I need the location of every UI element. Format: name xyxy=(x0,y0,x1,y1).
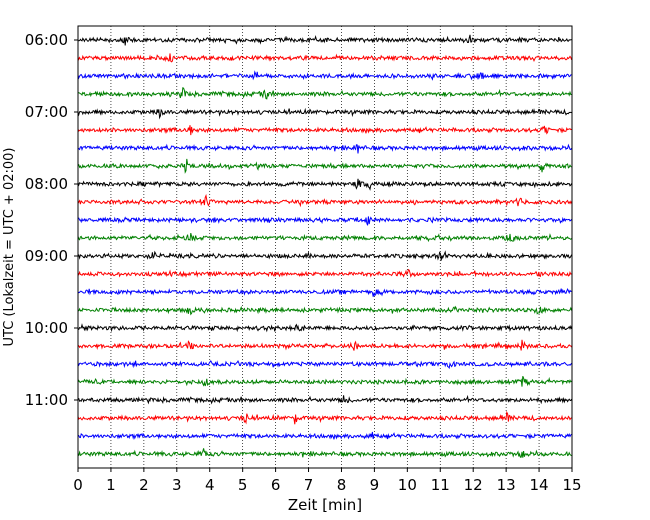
x-tick-label: 11 xyxy=(431,476,450,494)
trace-line xyxy=(77,193,573,208)
trace-line xyxy=(77,158,572,174)
x-tick-label: 3 xyxy=(172,476,182,494)
x-tick-label: 13 xyxy=(497,476,516,494)
y-axis-title: UTC (Lokalzeit = UTC + 02:00) xyxy=(2,148,17,347)
x-tick-label: 7 xyxy=(304,476,314,494)
trace-line xyxy=(77,410,572,425)
plot-frame xyxy=(77,25,573,469)
trace-line xyxy=(77,125,572,136)
y-tick-label: 10:00 xyxy=(25,319,68,337)
trace-line xyxy=(77,178,573,191)
x-tick-label: 8 xyxy=(337,476,347,494)
trace-line xyxy=(77,288,572,297)
x-tick-label: 0 xyxy=(73,476,83,494)
x-tick-label: 9 xyxy=(370,476,380,494)
trace-line xyxy=(77,323,573,333)
x-tick-label: 2 xyxy=(139,476,149,494)
trace-layer xyxy=(77,34,573,458)
x-tick-label: 12 xyxy=(464,476,483,494)
y-tick-label: 07:00 xyxy=(25,103,68,121)
trace-line xyxy=(77,87,572,100)
trace-line xyxy=(77,34,572,46)
trace-line xyxy=(77,339,573,351)
trace-line xyxy=(77,143,573,154)
trace-line xyxy=(77,375,572,387)
trace-line xyxy=(77,448,572,458)
trace-line xyxy=(77,360,573,370)
x-tick-label: 15 xyxy=(562,476,581,494)
trace-line xyxy=(77,53,573,63)
y-tick-label: 08:00 xyxy=(25,175,68,193)
y-tick-label: 06:00 xyxy=(25,31,68,49)
x-tick-label: 5 xyxy=(238,476,248,494)
x-tick-label: 14 xyxy=(530,476,549,494)
trace-line xyxy=(77,216,572,226)
trace-line xyxy=(77,431,572,440)
x-tick-label: 10 xyxy=(398,476,417,494)
x-tick-label: 1 xyxy=(106,476,116,494)
y-axis: 06:00 07:00 08:00 09:00 10:00 11:00 xyxy=(25,31,78,409)
trace-line xyxy=(77,268,572,278)
trace-line xyxy=(77,394,573,405)
trace-line xyxy=(77,232,572,243)
x-tick-label: 4 xyxy=(205,476,215,494)
x-tick-label: 6 xyxy=(271,476,281,494)
trace-line xyxy=(77,70,572,81)
trace-line xyxy=(77,107,572,120)
trace-line xyxy=(77,250,573,261)
y-tick-label: 09:00 xyxy=(25,247,68,265)
x-axis: 0 1 2 3 4 5 6 7 8 9 10 11 12 13 14 15 xyxy=(73,468,582,494)
trace-line xyxy=(77,305,573,316)
x-axis-title: Zeit [min] xyxy=(288,496,362,514)
y-tick-label: 11:00 xyxy=(25,391,68,409)
